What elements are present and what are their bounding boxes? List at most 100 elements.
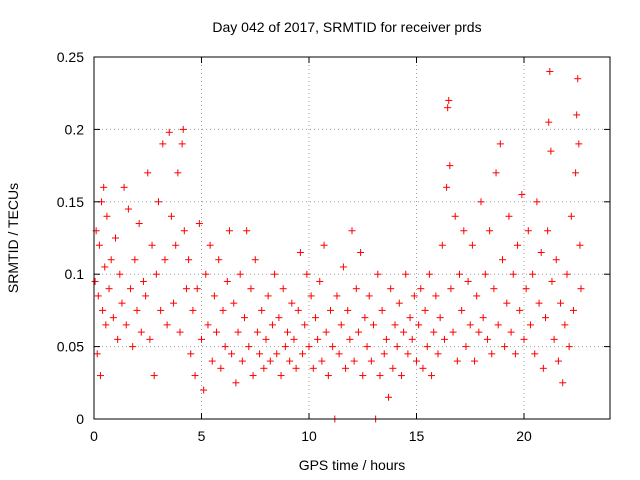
data-point — [277, 372, 285, 380]
data-point — [432, 292, 440, 300]
data-point — [213, 328, 221, 336]
data-point — [464, 277, 472, 285]
data-point — [157, 306, 165, 314]
data-point — [322, 328, 330, 336]
data-point — [335, 350, 343, 358]
data-point — [402, 270, 410, 278]
data-point — [247, 285, 255, 293]
data-point — [116, 270, 124, 278]
data-point — [230, 299, 238, 307]
data-point — [565, 343, 573, 351]
data-point — [505, 212, 513, 220]
data-point — [537, 248, 545, 256]
data-point — [215, 256, 223, 264]
data-point — [359, 372, 367, 380]
data-point — [107, 256, 115, 264]
data-point — [191, 372, 199, 380]
plot-frame — [93, 56, 611, 420]
data-point — [404, 350, 412, 358]
data-point — [468, 241, 476, 249]
data-point — [494, 321, 502, 329]
data-point — [127, 285, 135, 293]
data-point — [253, 328, 261, 336]
data-point — [109, 314, 117, 322]
data-point — [182, 285, 190, 293]
data-point — [406, 314, 414, 322]
data-point — [446, 162, 454, 170]
data-point — [354, 328, 362, 336]
data-point — [161, 256, 169, 264]
data-point — [204, 321, 212, 329]
data-point — [314, 335, 322, 343]
data-point — [421, 306, 429, 314]
data-point — [266, 357, 274, 365]
data-point — [100, 183, 108, 191]
data-point — [210, 292, 218, 300]
data-point — [344, 306, 352, 314]
y-tick-label: 0.1 — [65, 266, 85, 282]
data-point — [436, 314, 444, 322]
data-point — [241, 314, 248, 322]
data-point — [301, 321, 309, 329]
data-point — [531, 350, 539, 358]
data-point — [288, 299, 296, 307]
data-point — [101, 263, 109, 271]
data-point — [172, 241, 180, 249]
data-point — [561, 321, 569, 329]
data-point — [202, 270, 210, 278]
data-point — [417, 285, 425, 293]
data-point — [408, 335, 416, 343]
y-tick-label: 0.2 — [65, 121, 85, 137]
data-point — [483, 335, 491, 343]
chart-title: Day 042 of 2017, SRMTID for receiver prd… — [212, 19, 481, 35]
data-point — [144, 169, 152, 177]
data-point — [137, 328, 145, 336]
data-point — [243, 227, 251, 235]
data-point — [342, 364, 350, 372]
data-point — [458, 306, 466, 314]
data-point — [393, 343, 401, 351]
data-point — [391, 321, 399, 329]
axes: 0 0.05 0.1 0.15 0.2 0.25 0 5 10 15 20 — [57, 49, 610, 444]
data-point — [135, 220, 143, 228]
data-point — [554, 357, 562, 365]
data-point — [329, 343, 337, 351]
data-point — [299, 350, 307, 358]
data-point — [114, 335, 122, 343]
data-point — [389, 364, 397, 372]
data-point — [348, 227, 356, 235]
data-point — [217, 364, 225, 372]
data-point — [575, 140, 583, 148]
x-tick-label: 0 — [90, 428, 98, 444]
data-point — [496, 140, 504, 148]
data-point — [307, 292, 315, 300]
data-point — [488, 350, 496, 358]
data-point — [333, 292, 341, 300]
data-point — [294, 306, 302, 314]
data-point — [256, 350, 264, 358]
data-point — [124, 205, 132, 213]
data-point — [296, 248, 304, 256]
data-point — [159, 140, 167, 148]
data-point — [443, 183, 451, 191]
data-point — [567, 212, 575, 220]
data-point — [223, 277, 231, 285]
data-point — [189, 306, 197, 314]
data-point — [577, 285, 585, 293]
data-point — [152, 270, 160, 278]
data-point — [535, 299, 543, 307]
data-point — [453, 357, 461, 365]
data-point — [440, 335, 448, 343]
data-point — [529, 270, 537, 278]
data-point — [533, 198, 541, 206]
data-point — [385, 393, 393, 401]
data-point — [509, 270, 517, 278]
data-point — [552, 256, 560, 264]
data-point — [346, 335, 354, 343]
data-point — [286, 357, 294, 365]
data-point — [423, 343, 431, 351]
data-point — [481, 270, 489, 278]
data-point — [445, 96, 453, 104]
data-point — [129, 343, 137, 351]
